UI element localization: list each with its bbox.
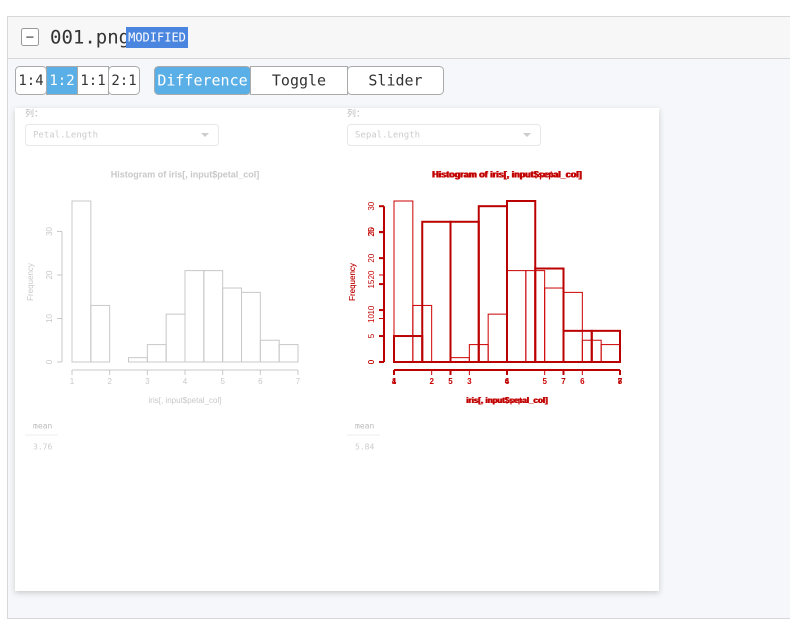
x-tick-label: 3 (467, 377, 472, 386)
x-tick-label: 5 (542, 377, 547, 386)
select-value[interactable]: Sepal.Length (355, 131, 420, 141)
x-tick-label: 4 (392, 377, 397, 386)
scale-button[interactable] (77, 66, 109, 95)
x-tick-label: 3 (145, 377, 150, 386)
y-tick-label: 30 (367, 201, 376, 210)
x-tick-label: 2 (429, 377, 434, 386)
x-tick-label: 5 (448, 377, 453, 386)
x-tick-label: 7 (561, 377, 566, 386)
y-tick-label: 30 (45, 226, 54, 235)
scale-button-label[interactable]: 1:1 (80, 73, 105, 89)
x-tick-label: 1 (70, 377, 75, 386)
histogram-title: Histogram of iris[, input$petal_col] (433, 169, 582, 179)
badge-text: MODIFIED (128, 31, 186, 45)
y-tick-label: 20 (45, 270, 54, 279)
y-tick-label: 10 (367, 305, 376, 314)
mode-button[interactable] (347, 66, 444, 95)
table-value: 3.76 (33, 443, 52, 452)
histogram-bar (534, 267, 565, 364)
y-tick-label: 0 (367, 359, 376, 364)
histogram-bar (590, 329, 621, 364)
scale-button-label[interactable]: 2:1 (111, 73, 136, 89)
select-arrow[interactable] (523, 133, 531, 137)
histogram-bar (241, 291, 261, 363)
x-tick-label: 5 (220, 377, 225, 386)
y-tick-label: 10 (45, 313, 54, 322)
mode-button[interactable] (250, 66, 348, 95)
select-box[interactable] (347, 124, 541, 146)
scale-button-label[interactable]: 1:4 (18, 73, 43, 89)
x-tick-label: 2 (107, 377, 112, 386)
table-header: mean (33, 422, 52, 431)
x-tick-label: 6 (505, 377, 510, 386)
collapse-button[interactable] (21, 28, 39, 46)
histogram-title: Histogram of iris[, input$sepal_col] (432, 169, 583, 179)
x-tick-label: 7 (618, 377, 623, 386)
scale-button[interactable] (108, 66, 140, 95)
select-value[interactable]: Petal.Length (33, 131, 98, 141)
column-label: 列： (347, 108, 365, 120)
x-tick-label: 8 (618, 377, 623, 386)
x-axis-label: iris[, input$sepal_col] (466, 396, 549, 405)
table-value: 5.84 (355, 443, 374, 452)
mode-button-label[interactable]: Difference (157, 72, 247, 90)
mode-button-label[interactable]: Slider (368, 72, 422, 90)
y-tick-label: 30 (367, 226, 376, 235)
histogram-bar (71, 200, 92, 363)
y-tick-label: 15 (367, 279, 376, 288)
y-tick-label: 10 (367, 313, 376, 322)
x-tick-label: 4 (505, 377, 510, 386)
histogram-title: Histogram of iris[, input$petal_col] (111, 169, 260, 179)
x-tick-label: 7 (296, 377, 301, 386)
y-axis-label: Frequency (26, 263, 35, 301)
y-tick-label: 0 (367, 359, 376, 364)
histogram-bar (90, 304, 111, 363)
y-tick-label: 20 (367, 253, 376, 262)
select-arrow[interactable] (201, 133, 209, 137)
y-tick-label: 25 (367, 227, 376, 236)
image-frame (15, 108, 659, 591)
x-axis-label: iris[, input$petal_col] (467, 396, 548, 405)
select-box[interactable] (25, 124, 219, 146)
y-axis-label: Frequency (348, 263, 357, 301)
y-tick-label: 5 (367, 333, 376, 338)
collapse-icon[interactable]: − (26, 30, 34, 46)
x-tick-label: 1 (392, 377, 397, 386)
scale-button[interactable] (46, 66, 78, 95)
x-tick-label: 6 (258, 377, 263, 386)
badge (126, 27, 188, 48)
column-label: 列： (25, 108, 43, 120)
x-tick-label: 4 (183, 377, 188, 386)
histogram-bar (278, 344, 299, 363)
filename: 001.png (50, 27, 130, 49)
x-tick-label: 6 (580, 377, 585, 386)
y-tick-label: 0 (45, 359, 54, 364)
y-tick-label: 20 (367, 270, 376, 279)
y-axis-label: Frequency (348, 263, 357, 301)
table-header: mean (355, 422, 374, 431)
mode-button-label[interactable]: Toggle (272, 72, 326, 90)
x-axis-label: iris[, input$petal_col] (149, 396, 222, 405)
scale-button-label[interactable]: 1:2 (49, 73, 74, 89)
